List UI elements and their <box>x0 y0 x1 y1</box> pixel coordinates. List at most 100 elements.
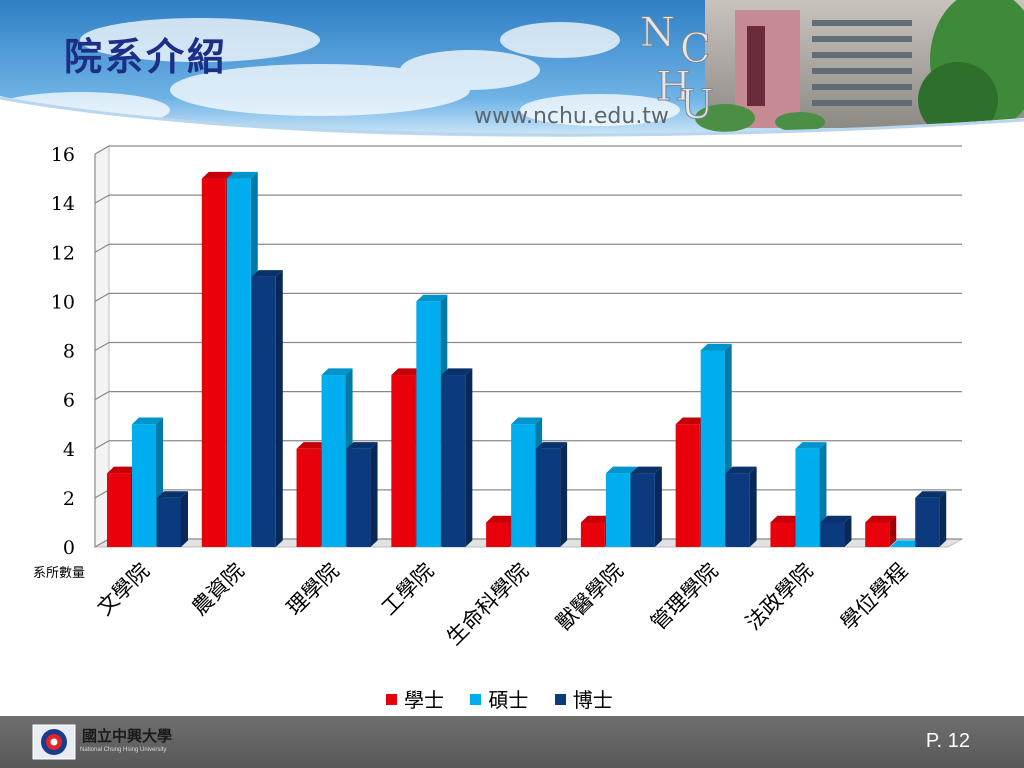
bar <box>915 497 940 547</box>
bar <box>770 522 795 547</box>
university-name-en: National Chung Hsing University <box>80 747 167 753</box>
university-emblem-icon <box>32 724 76 760</box>
y-axis-label: 系所數量 <box>33 566 86 581</box>
gridline <box>94 292 962 302</box>
bar <box>321 375 346 547</box>
bar-top <box>675 417 707 425</box>
gridline <box>94 145 962 155</box>
bar <box>391 375 416 547</box>
bar <box>605 473 630 547</box>
bar <box>157 497 181 547</box>
y-tick-label: 4 <box>63 439 75 461</box>
footer-bar: 國立中興大學 National Chung Hsing University P… <box>0 716 1024 768</box>
bar-side <box>939 491 947 547</box>
bar <box>700 350 725 547</box>
bar-top <box>107 466 138 474</box>
x-tick-label: 生命科學院 <box>442 559 533 650</box>
bar <box>536 448 561 547</box>
x-tick-label: 農資院 <box>187 559 249 621</box>
gridline <box>94 341 962 352</box>
bar-side <box>181 491 188 547</box>
bar <box>511 424 536 547</box>
bar-top <box>391 368 423 376</box>
bar <box>675 424 700 547</box>
legend-label-bachelor: 學士 <box>404 688 444 712</box>
bar-top <box>296 442 328 449</box>
bar <box>416 301 441 547</box>
bar <box>890 540 922 547</box>
x-tick-label: 獸醫學院 <box>552 559 628 635</box>
legend-item-doctor: 博士 <box>554 684 613 713</box>
bar <box>226 178 251 547</box>
bar-top <box>251 270 283 277</box>
x-tick-label: 管理學院 <box>646 559 722 635</box>
bar-top <box>441 368 473 376</box>
bar-top <box>770 515 802 523</box>
legend-item-master: 碩士 <box>470 684 528 713</box>
website-url: www.nchu.edu.tw <box>474 104 669 129</box>
bar-side <box>560 442 568 547</box>
bar <box>296 448 321 547</box>
bar <box>865 522 890 547</box>
bar-side <box>275 270 283 547</box>
svg-text:C: C <box>680 26 711 72</box>
bar-side <box>749 466 757 547</box>
bar-top <box>580 515 612 523</box>
bar-top <box>865 515 897 523</box>
bar-top <box>321 368 353 376</box>
bar <box>441 375 466 547</box>
bar-side <box>844 515 852 547</box>
bar-side <box>889 515 897 547</box>
svg-text:N: N <box>640 10 675 56</box>
legend-label-doctor: 博士 <box>572 688 613 712</box>
page-number: P. 12 <box>925 730 970 752</box>
svg-text:H: H <box>656 64 691 110</box>
header-banner: N C H U <box>0 0 1024 140</box>
legend-label-master: 碩士 <box>488 688 529 712</box>
bar <box>795 448 820 547</box>
bar-top <box>201 171 233 179</box>
x-tick-label: 文學院 <box>93 559 155 621</box>
y-tick-label: 6 <box>63 390 75 412</box>
y-tick-label: 0 <box>63 537 75 559</box>
bar <box>251 276 276 547</box>
bar-side <box>654 466 662 547</box>
bar <box>725 473 750 547</box>
bar-side <box>370 442 378 547</box>
bar <box>486 522 511 547</box>
bar <box>201 178 226 547</box>
bar <box>820 522 845 547</box>
bar-chart: 0 2 4 6 8 10 12 14 16 文學院 農資院 理學院 工學院 生命科學院 獸醫學院 管理學院 法政… <box>51 144 964 650</box>
bar-top <box>820 515 852 523</box>
bar <box>346 448 371 547</box>
gridline <box>94 391 962 401</box>
gridline <box>94 243 962 253</box>
bar-top <box>630 466 662 474</box>
bar-top <box>346 442 378 449</box>
bar-top <box>605 466 637 474</box>
bar <box>107 473 131 547</box>
bar-top <box>795 442 827 449</box>
y-tick-label: 12 <box>51 242 75 264</box>
bar-top <box>536 442 568 449</box>
bar-top <box>915 491 947 498</box>
university-name-zh: 國立中興大學 <box>82 727 173 745</box>
y-tick-label: 10 <box>51 291 75 313</box>
bar-top <box>132 417 163 425</box>
legend-item-bachelor: 學士 <box>386 684 444 713</box>
bar-top <box>416 294 448 302</box>
x-tick-label: 理學院 <box>282 559 344 621</box>
bar <box>580 522 605 547</box>
y-tick-label: 14 <box>51 193 75 215</box>
x-tick-label: 工學院 <box>377 559 439 621</box>
bar-top <box>700 343 732 351</box>
bar-top <box>486 515 518 523</box>
x-tick-label: 學位學程 <box>836 559 912 635</box>
chart-legend: 學士 碩士 博士 <box>386 684 633 713</box>
y-tick-label: 16 <box>51 144 75 166</box>
y-tick-label: 2 <box>63 488 75 510</box>
page-title: 院系介紹 <box>64 34 229 79</box>
bar <box>132 424 156 547</box>
legend-swatch-bachelor <box>386 694 397 705</box>
bar-top <box>226 171 258 179</box>
